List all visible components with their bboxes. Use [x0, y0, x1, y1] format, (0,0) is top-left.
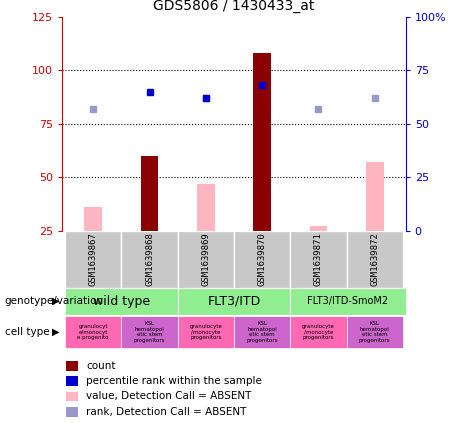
Bar [65, 316, 121, 348]
Text: GSM1639870: GSM1639870 [258, 232, 266, 286]
Text: KSL
hematopoi
etic stem
progenitors: KSL hematopoi etic stem progenitors [246, 321, 278, 343]
Text: KSL
hematopoi
etic stem
progenitors: KSL hematopoi etic stem progenitors [359, 321, 390, 343]
Bar [177, 231, 234, 288]
Text: ▶: ▶ [53, 296, 60, 306]
Text: GSM1639868: GSM1639868 [145, 232, 154, 286]
Text: value, Detection Call = ABSENT: value, Detection Call = ABSENT [86, 391, 252, 401]
Bar [65, 288, 177, 315]
Bar [253, 53, 271, 231]
Text: GSM1639869: GSM1639869 [201, 232, 210, 286]
Bar [141, 156, 159, 231]
Text: FLT3/ITD: FLT3/ITD [207, 295, 260, 308]
Bar [66, 407, 78, 417]
Text: granulocyte
/monocyte
progenitors: granulocyte /monocyte progenitors [302, 324, 335, 341]
Text: granulocyt
e/monocyt
e progenito: granulocyt e/monocyt e progenito [77, 324, 109, 341]
Bar [177, 288, 290, 315]
Bar [309, 226, 327, 231]
Bar [65, 231, 121, 288]
Bar [234, 231, 290, 288]
Bar [347, 231, 403, 288]
Text: wild type: wild type [93, 295, 150, 308]
Bar [66, 392, 78, 401]
Bar [121, 231, 177, 288]
Text: ▶: ▶ [53, 327, 60, 337]
Title: GDS5806 / 1430433_at: GDS5806 / 1430433_at [153, 0, 315, 13]
Text: percentile rank within the sample: percentile rank within the sample [86, 376, 262, 386]
Bar [66, 376, 78, 386]
Text: rank, Detection Call = ABSENT: rank, Detection Call = ABSENT [86, 407, 247, 417]
Bar [290, 231, 347, 288]
Bar [290, 316, 347, 348]
Text: cell type: cell type [5, 327, 49, 337]
Bar [290, 288, 406, 315]
Bar [66, 361, 78, 371]
Text: GSM1639871: GSM1639871 [314, 232, 323, 286]
Bar [177, 316, 234, 348]
Bar [197, 184, 215, 231]
Bar [366, 162, 384, 231]
Bar [347, 316, 403, 348]
Bar [234, 316, 290, 348]
Text: genotype/variation: genotype/variation [5, 296, 104, 306]
Text: count: count [86, 361, 116, 371]
Text: FLT3/ITD-SmoM2: FLT3/ITD-SmoM2 [307, 297, 389, 306]
Text: GSM1639867: GSM1639867 [89, 232, 98, 286]
Text: granulocyte
/monocyte
progenitors: granulocyte /monocyte progenitors [189, 324, 222, 341]
Bar [121, 316, 177, 348]
Text: KSL
hematopoi
etic stem
progenitors: KSL hematopoi etic stem progenitors [134, 321, 165, 343]
Bar [84, 207, 102, 231]
Text: GSM1639872: GSM1639872 [370, 232, 379, 286]
